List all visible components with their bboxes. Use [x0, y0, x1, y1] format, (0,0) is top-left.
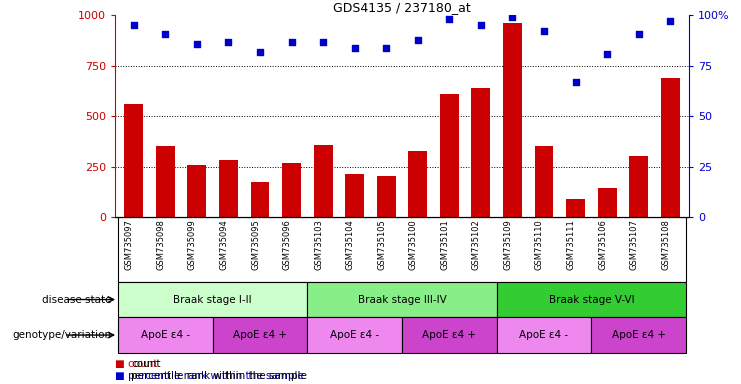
Text: GSM735104: GSM735104 [345, 219, 355, 270]
Point [222, 38, 234, 45]
Bar [440, 94, 459, 217]
Text: GSM735111: GSM735111 [567, 219, 576, 270]
Text: GSM735099: GSM735099 [188, 219, 197, 270]
Title: GDS4135 / 237180_at: GDS4135 / 237180_at [333, 1, 471, 14]
Text: GSM735100: GSM735100 [409, 219, 418, 270]
Bar [124, 104, 143, 217]
Text: genotype/variation: genotype/variation [12, 330, 111, 340]
Bar [496, 317, 591, 353]
Text: ApoE ε4 +: ApoE ε4 + [611, 330, 665, 340]
Bar [308, 282, 496, 317]
Text: ApoE ε4 +: ApoE ε4 + [422, 330, 476, 340]
Point [412, 36, 424, 43]
Text: GSM735109: GSM735109 [503, 219, 513, 270]
Text: Braak stage I-II: Braak stage I-II [173, 295, 252, 305]
Bar [629, 157, 648, 217]
Point [475, 22, 487, 28]
Point [380, 45, 392, 51]
Text: GSM735103: GSM735103 [314, 219, 323, 270]
Text: GSM735108: GSM735108 [661, 219, 670, 270]
Point [285, 38, 297, 45]
Text: GSM735110: GSM735110 [535, 219, 544, 270]
Text: GSM735094: GSM735094 [219, 219, 228, 270]
Bar [219, 159, 238, 217]
Text: Braak stage III-IV: Braak stage III-IV [358, 295, 446, 305]
Text: ■ percentile rank within the sample: ■ percentile rank within the sample [115, 371, 304, 381]
Bar [566, 199, 585, 217]
Text: ApoE ε4 -: ApoE ε4 - [519, 330, 568, 340]
Text: GSM735097: GSM735097 [124, 219, 134, 270]
Bar [282, 162, 301, 217]
Bar [156, 146, 175, 217]
Text: ApoE ε4 +: ApoE ε4 + [233, 330, 287, 340]
Text: disease state: disease state [41, 295, 111, 305]
Bar [408, 151, 428, 217]
Text: GSM735107: GSM735107 [630, 219, 639, 270]
Bar [376, 175, 396, 217]
Point [191, 41, 203, 47]
Point [633, 30, 645, 36]
Text: GSM735095: GSM735095 [251, 219, 260, 270]
Bar [591, 317, 686, 353]
Text: GSM735098: GSM735098 [156, 219, 165, 270]
Text: ApoE ε4 -: ApoE ε4 - [330, 330, 379, 340]
Point [443, 17, 455, 23]
Point [507, 14, 519, 20]
Bar [308, 317, 402, 353]
Point [128, 22, 140, 28]
Text: Braak stage V-VI: Braak stage V-VI [548, 295, 634, 305]
Point [254, 49, 266, 55]
Point [349, 45, 361, 51]
Bar [402, 317, 496, 353]
Bar [118, 317, 213, 353]
Bar [661, 78, 679, 217]
Text: ■ count: ■ count [115, 359, 157, 369]
Bar [598, 188, 617, 217]
Bar [213, 317, 308, 353]
Text: ApoE ε4 -: ApoE ε4 - [141, 330, 190, 340]
Text: percentile rank within the sample: percentile rank within the sample [131, 371, 307, 381]
Text: count: count [131, 359, 161, 369]
Bar [250, 182, 270, 217]
Text: GSM735101: GSM735101 [440, 219, 449, 270]
Point [159, 30, 171, 36]
Bar [345, 174, 364, 217]
Text: GSM735106: GSM735106 [598, 219, 607, 270]
Bar [471, 88, 491, 217]
Bar [187, 165, 206, 217]
Point [664, 18, 676, 25]
Text: GSM735102: GSM735102 [472, 219, 481, 270]
Text: GSM735105: GSM735105 [377, 219, 386, 270]
Bar [503, 23, 522, 217]
Point [538, 28, 550, 35]
Point [601, 51, 613, 57]
Bar [534, 146, 554, 217]
Text: GSM735096: GSM735096 [282, 219, 291, 270]
Bar [313, 146, 333, 217]
Point [317, 38, 329, 45]
Bar [118, 282, 308, 317]
Point [570, 79, 582, 85]
Bar [496, 282, 686, 317]
